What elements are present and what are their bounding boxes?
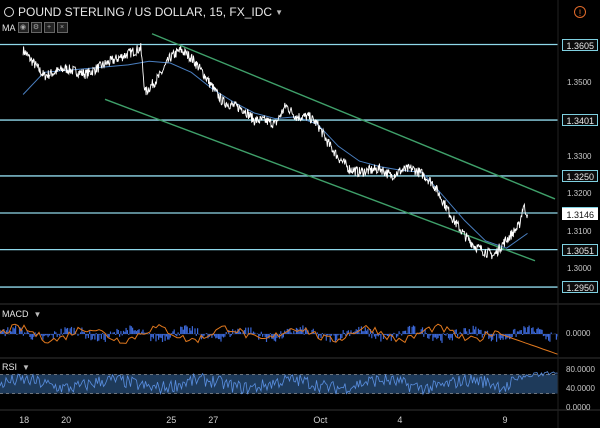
current-price-tag: 1.3146 — [562, 208, 598, 221]
macd-signal-line — [0, 323, 559, 355]
rsi-tick-label: 40.0000 — [566, 383, 595, 393]
level-price-tag: 1.2950 — [562, 281, 598, 294]
settings-icon[interactable]: ⚙ — [30, 22, 42, 33]
macd-pane — [0, 323, 559, 355]
macd-axis-value: 0.0000 — [566, 329, 591, 338]
symbol-icon — [4, 7, 14, 17]
level-price-tag: 1.3051 — [562, 243, 598, 256]
rsi-tick-label: 0.0000 — [566, 403, 591, 412]
price-tick-label: 1.3200 — [567, 189, 592, 199]
price-line — [22, 43, 528, 260]
date-tick-label: 27 — [208, 415, 219, 425]
price-tick-label: 1.3100 — [567, 226, 592, 236]
ma-indicator-label[interactable]: MA ◉ ⚙ + × — [2, 22, 68, 33]
close-icon[interactable]: × — [56, 22, 68, 33]
level-price-tag: 1.3605 — [562, 38, 598, 51]
chevron-down-icon[interactable]: ▼ — [33, 309, 42, 319]
macd-indicator-label[interactable]: MACD ▼ — [2, 309, 41, 319]
price-series — [22, 43, 528, 260]
rsi-tick-label: 80.0000 — [566, 364, 595, 374]
macd-label: MACD — [2, 309, 29, 319]
price-tick-label: 1.3500 — [567, 78, 592, 88]
channel-lower-line — [104, 98, 536, 262]
alert-icon[interactable]: ! — [574, 6, 586, 18]
date-tick-label: Oct — [313, 415, 328, 425]
level-price-tag: 1.3401 — [562, 114, 598, 127]
date-tick-label: 18 — [19, 415, 30, 425]
horizontal-levels — [0, 43, 558, 288]
ma-label: MA — [2, 22, 16, 33]
rsi-line — [0, 371, 559, 396]
date-tick-label: 25 — [166, 415, 177, 425]
rsi-indicator-label[interactable]: RSI ▼ — [2, 362, 30, 372]
channel-upper-line — [151, 33, 556, 200]
trend-channel — [104, 33, 556, 262]
price-tick-label: 1.3300 — [567, 152, 592, 162]
rsi-label: RSI — [2, 362, 18, 372]
rsi-pane — [0, 371, 559, 396]
date-tick-label: 9 — [502, 415, 508, 425]
eye-icon[interactable]: ◉ — [17, 22, 29, 33]
level-price-tag: 1.3250 — [562, 169, 598, 182]
price-tick-label: 1.3000 — [567, 263, 592, 273]
date-tick-label: 4 — [397, 415, 403, 425]
date-tick-label: 20 — [61, 415, 72, 425]
symbol-title[interactable]: POUND STERLING / US DOLLAR, 15, FX_IDC — [18, 5, 273, 19]
chart-header[interactable]: POUND STERLING / US DOLLAR, 15, FX_IDC ▼ — [4, 4, 283, 20]
chevron-down-icon[interactable]: ▼ — [22, 362, 30, 372]
add-icon[interactable]: + — [43, 22, 55, 33]
chevron-down-icon[interactable]: ▼ — [275, 7, 283, 17]
